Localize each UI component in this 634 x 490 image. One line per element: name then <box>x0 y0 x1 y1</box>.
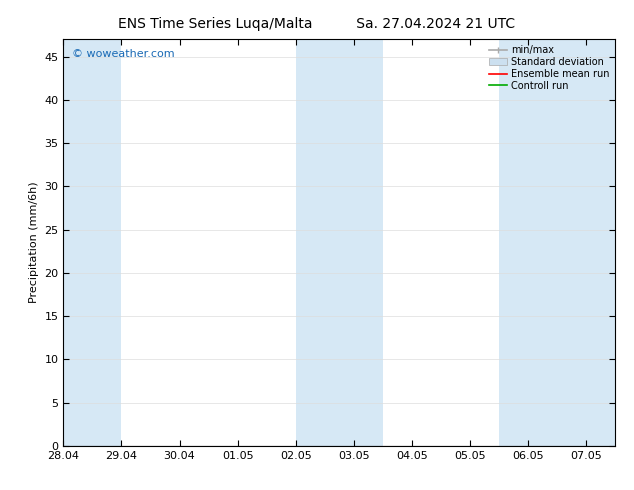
Bar <box>63 39 122 446</box>
Text: ENS Time Series Luqa/Malta          Sa. 27.04.2024 21 UTC: ENS Time Series Luqa/Malta Sa. 27.04.202… <box>119 17 515 31</box>
Bar <box>295 39 383 446</box>
Y-axis label: Precipitation (mm/6h): Precipitation (mm/6h) <box>29 182 39 303</box>
Text: © woweather.com: © woweather.com <box>72 49 174 59</box>
Legend: min/max, Standard deviation, Ensemble mean run, Controll run: min/max, Standard deviation, Ensemble me… <box>486 41 613 95</box>
Bar <box>499 39 615 446</box>
